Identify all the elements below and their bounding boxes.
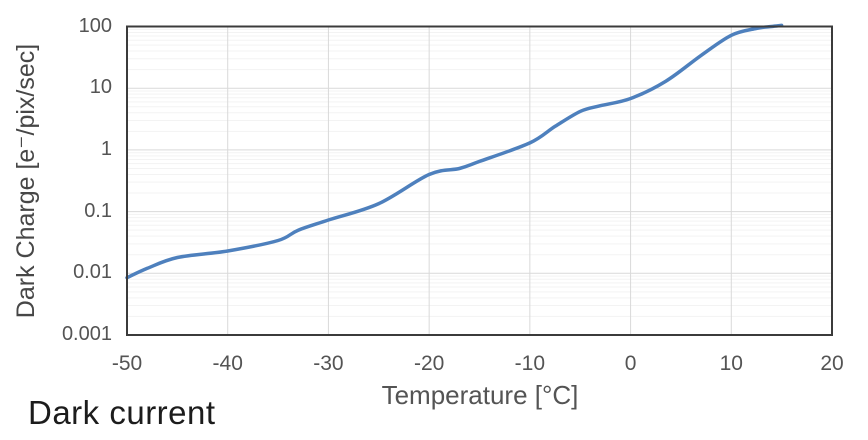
x-tick-label: -30: [313, 352, 344, 375]
x-tick-label: -50: [111, 352, 143, 375]
x-axis-title: Temperature [°C]: [381, 380, 579, 410]
y-tick-label: 100: [78, 14, 112, 37]
x-tick-label: -40: [212, 352, 243, 375]
y-axis-title: Dark Charge [e⁻/pix/sec]: [12, 43, 40, 319]
data-series-line: [125, 23, 784, 280]
y-tick-label: 1: [100, 137, 112, 160]
y-tick-label: 0.01: [73, 261, 112, 284]
x-tick-label: 20: [820, 352, 844, 375]
figure-caption: Dark current: [28, 394, 216, 431]
y-tick-label: 0.001: [61, 323, 112, 345]
x-tick-label: 10: [719, 352, 743, 375]
x-tick-label: -10: [514, 352, 546, 375]
x-tick-label: -20: [413, 352, 445, 375]
plot-frame: [126, 25, 833, 336]
y-tick-label: 0.1: [84, 199, 112, 222]
y-tick-label: 10: [89, 76, 112, 99]
x-tick-label: 0: [624, 352, 637, 375]
